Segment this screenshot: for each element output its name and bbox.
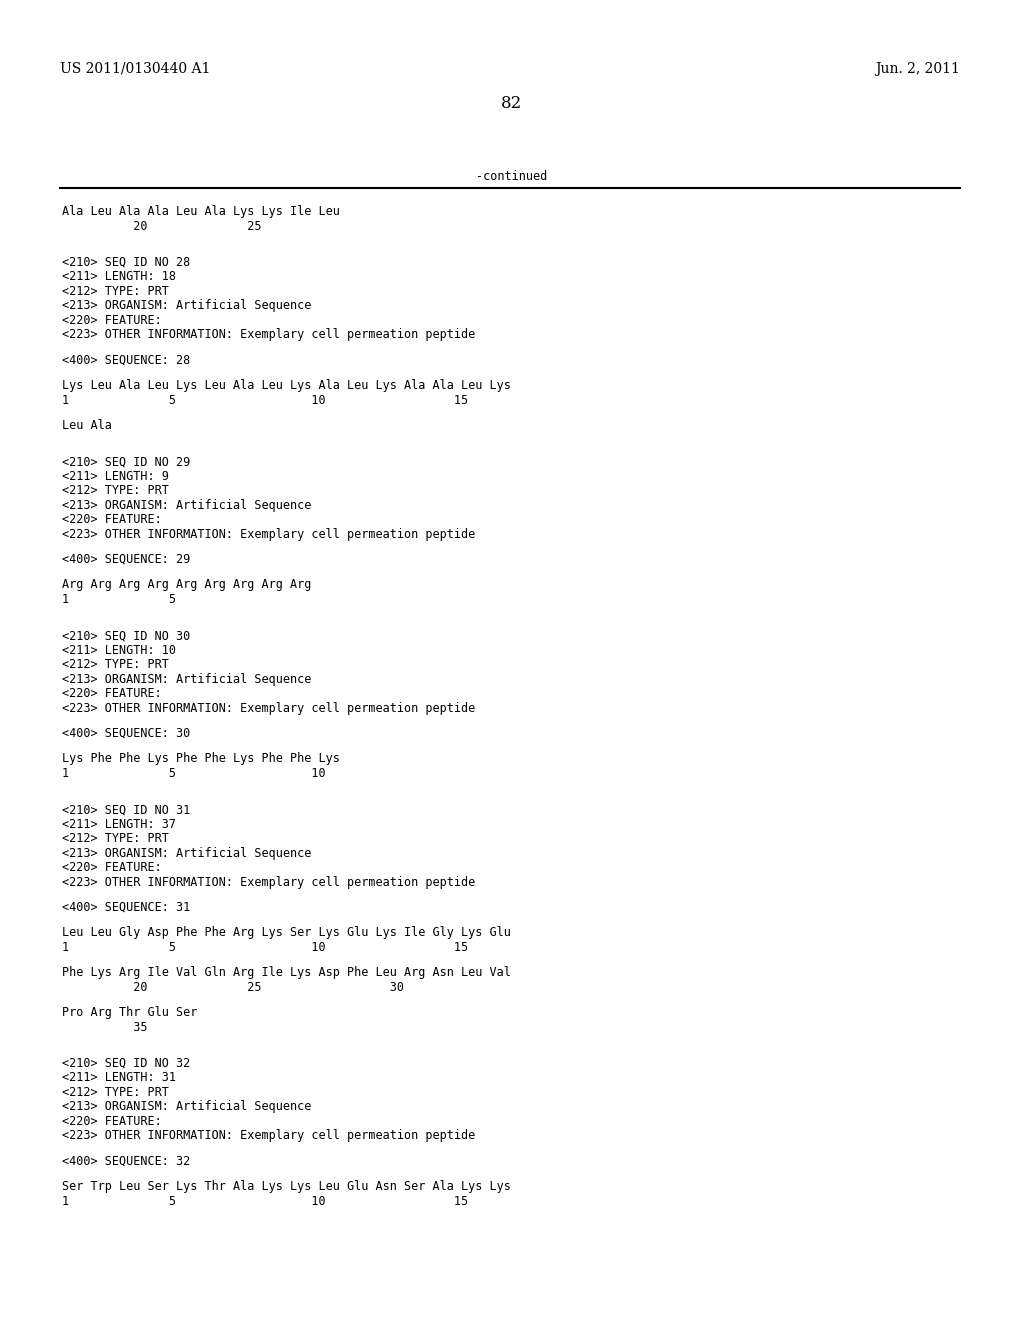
Text: <213> ORGANISM: Artificial Sequence: <213> ORGANISM: Artificial Sequence [62,499,311,512]
Text: <211> LENGTH: 31: <211> LENGTH: 31 [62,1072,176,1084]
Text: <213> ORGANISM: Artificial Sequence: <213> ORGANISM: Artificial Sequence [62,846,311,859]
Text: <211> LENGTH: 18: <211> LENGTH: 18 [62,271,176,284]
Text: 1              5                   10                  15: 1 5 10 15 [62,1195,468,1208]
Text: 1              5: 1 5 [62,593,176,606]
Text: Jun. 2, 2011: Jun. 2, 2011 [876,62,961,77]
Text: <220> FEATURE:: <220> FEATURE: [62,513,162,527]
Text: <212> TYPE: PRT: <212> TYPE: PRT [62,659,169,671]
Text: <223> OTHER INFORMATION: Exemplary cell permeation peptide: <223> OTHER INFORMATION: Exemplary cell … [62,528,475,541]
Text: 1              5                   10                  15: 1 5 10 15 [62,393,468,407]
Text: <210> SEQ ID NO 28: <210> SEQ ID NO 28 [62,256,190,269]
Text: <400> SEQUENCE: 30: <400> SEQUENCE: 30 [62,727,190,741]
Text: <212> TYPE: PRT: <212> TYPE: PRT [62,1086,169,1098]
Text: <220> FEATURE:: <220> FEATURE: [62,314,162,327]
Text: US 2011/0130440 A1: US 2011/0130440 A1 [60,62,210,77]
Text: -continued: -continued [476,170,548,183]
Text: <223> OTHER INFORMATION: Exemplary cell permeation peptide: <223> OTHER INFORMATION: Exemplary cell … [62,875,475,888]
Text: <210> SEQ ID NO 32: <210> SEQ ID NO 32 [62,1057,190,1071]
Text: Ala Leu Ala Ala Leu Ala Lys Lys Ile Leu: Ala Leu Ala Ala Leu Ala Lys Lys Ile Leu [62,205,340,218]
Text: 20              25: 20 25 [62,219,261,232]
Text: <210> SEQ ID NO 30: <210> SEQ ID NO 30 [62,630,190,642]
Text: <213> ORGANISM: Artificial Sequence: <213> ORGANISM: Artificial Sequence [62,1101,311,1113]
Text: <400> SEQUENCE: 29: <400> SEQUENCE: 29 [62,553,190,566]
Text: <400> SEQUENCE: 31: <400> SEQUENCE: 31 [62,902,190,913]
Text: Phe Lys Arg Ile Val Gln Arg Ile Lys Asp Phe Leu Arg Asn Leu Val: Phe Lys Arg Ile Val Gln Arg Ile Lys Asp … [62,966,511,979]
Text: Leu Ala: Leu Ala [62,418,112,432]
Text: 82: 82 [502,95,522,112]
Text: <211> LENGTH: 9: <211> LENGTH: 9 [62,470,169,483]
Text: 1              5                   10: 1 5 10 [62,767,326,780]
Text: 35: 35 [62,1020,147,1034]
Text: <211> LENGTH: 10: <211> LENGTH: 10 [62,644,176,656]
Text: <212> TYPE: PRT: <212> TYPE: PRT [62,484,169,498]
Text: <223> OTHER INFORMATION: Exemplary cell permeation peptide: <223> OTHER INFORMATION: Exemplary cell … [62,329,475,342]
Text: <220> FEATURE:: <220> FEATURE: [62,861,162,874]
Text: <213> ORGANISM: Artificial Sequence: <213> ORGANISM: Artificial Sequence [62,673,311,685]
Text: <210> SEQ ID NO 31: <210> SEQ ID NO 31 [62,803,190,816]
Text: 1              5                   10                  15: 1 5 10 15 [62,941,468,954]
Text: <212> TYPE: PRT: <212> TYPE: PRT [62,832,169,845]
Text: Leu Leu Gly Asp Phe Phe Arg Lys Ser Lys Glu Lys Ile Gly Lys Glu: Leu Leu Gly Asp Phe Phe Arg Lys Ser Lys … [62,927,511,940]
Text: <223> OTHER INFORMATION: Exemplary cell permeation peptide: <223> OTHER INFORMATION: Exemplary cell … [62,702,475,714]
Text: <400> SEQUENCE: 32: <400> SEQUENCE: 32 [62,1155,190,1168]
Text: Pro Arg Thr Glu Ser: Pro Arg Thr Glu Ser [62,1006,198,1019]
Text: <220> FEATURE:: <220> FEATURE: [62,688,162,700]
Text: Ser Trp Leu Ser Lys Thr Ala Lys Lys Leu Glu Asn Ser Ala Lys Lys: Ser Trp Leu Ser Lys Thr Ala Lys Lys Leu … [62,1180,511,1193]
Text: <210> SEQ ID NO 29: <210> SEQ ID NO 29 [62,455,190,469]
Text: <212> TYPE: PRT: <212> TYPE: PRT [62,285,169,298]
Text: Arg Arg Arg Arg Arg Arg Arg Arg Arg: Arg Arg Arg Arg Arg Arg Arg Arg Arg [62,578,311,591]
Text: 20              25                  30: 20 25 30 [62,981,404,994]
Text: <220> FEATURE:: <220> FEATURE: [62,1115,162,1127]
Text: <211> LENGTH: 37: <211> LENGTH: 37 [62,817,176,830]
Text: Lys Leu Ala Leu Lys Leu Ala Leu Lys Ala Leu Lys Ala Ala Leu Lys: Lys Leu Ala Leu Lys Leu Ala Leu Lys Ala … [62,379,511,392]
Text: <213> ORGANISM: Artificial Sequence: <213> ORGANISM: Artificial Sequence [62,300,311,313]
Text: Lys Phe Phe Lys Phe Phe Lys Phe Phe Lys: Lys Phe Phe Lys Phe Phe Lys Phe Phe Lys [62,752,340,766]
Text: <400> SEQUENCE: 28: <400> SEQUENCE: 28 [62,354,190,367]
Text: <223> OTHER INFORMATION: Exemplary cell permeation peptide: <223> OTHER INFORMATION: Exemplary cell … [62,1130,475,1142]
